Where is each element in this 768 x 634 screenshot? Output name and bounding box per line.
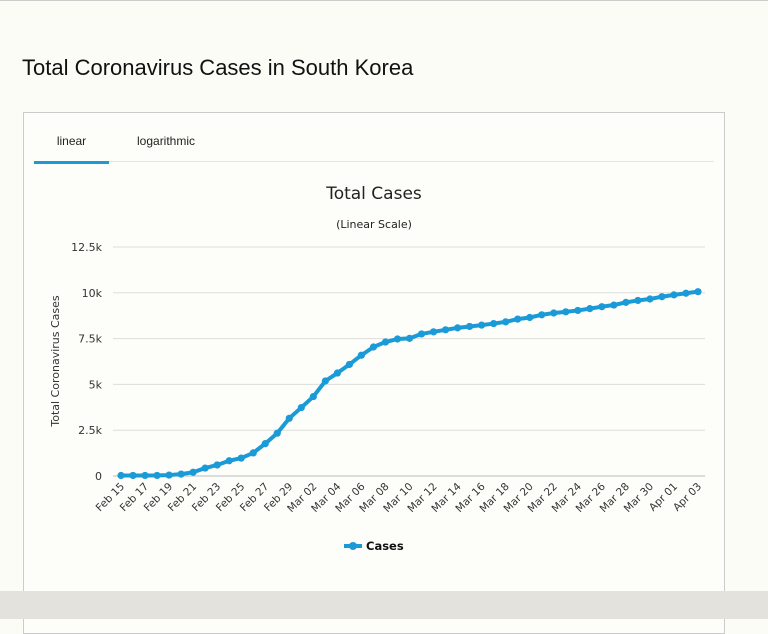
y-tick-label: 0 [95, 470, 102, 483]
data-point [453, 324, 462, 332]
tab-logarithmic[interactable]: logarithmic [137, 134, 196, 148]
series-line-cases [120, 289, 699, 478]
y-tick-label: 5k [89, 378, 103, 391]
data-point [189, 468, 197, 476]
data-point [502, 318, 510, 326]
data-point [225, 457, 233, 465]
chart: Total Cases (Linear Scale) Total Coronavir… [49, 184, 705, 553]
data-point [634, 296, 642, 305]
chart-subtitle: (Linear Scale) [336, 218, 412, 231]
chart-panel: linear logarithmic [23, 112, 725, 634]
y-tick-label: 10k [82, 287, 103, 300]
data-point [201, 464, 209, 472]
data-point [658, 293, 666, 301]
data-point [694, 288, 702, 296]
data-point [441, 326, 450, 334]
data-point [622, 298, 630, 306]
data-point [273, 429, 281, 437]
data-point [249, 449, 257, 457]
data-point [381, 338, 390, 346]
data-point [333, 369, 341, 377]
data-point [550, 309, 558, 317]
data-point [598, 303, 606, 311]
data-point [309, 392, 317, 401]
chart-title: Total Cases [325, 184, 422, 204]
data-point [562, 308, 570, 316]
legend-item-cases: Cases [366, 539, 404, 553]
data-point [237, 454, 245, 462]
data-point [574, 306, 582, 315]
data-point [261, 440, 269, 448]
data-point [177, 470, 185, 478]
data-point [682, 289, 690, 297]
data-point [129, 471, 137, 480]
data-point [297, 403, 305, 412]
y-tick-label: 12.5k [71, 241, 102, 254]
page-title: Total Coronavirus Cases in South Korea [22, 55, 414, 80]
y-tick-label: 2.5k [78, 424, 102, 437]
data-point [345, 360, 353, 369]
data-point [165, 471, 173, 479]
data-point [538, 311, 546, 319]
data-point [117, 471, 125, 480]
data-point [153, 471, 161, 480]
data-point [586, 305, 594, 313]
top-divider [0, 0, 768, 1]
data-point [405, 334, 414, 342]
data-point [321, 377, 329, 385]
y-tick-label: 7.5k [78, 333, 102, 346]
data-point [646, 295, 654, 303]
data-point [490, 319, 498, 328]
data-point [466, 322, 474, 331]
data-point [514, 315, 522, 323]
data-point [213, 461, 221, 469]
data-point [393, 335, 402, 343]
bottom-bar [0, 591, 768, 619]
data-point [478, 321, 486, 329]
y-axis-label: Total Coronavirus Cases [49, 295, 62, 428]
data-point [141, 471, 149, 480]
data-point [357, 351, 366, 359]
data-point [670, 291, 678, 299]
data-point [285, 414, 293, 422]
scale-tabs: linear logarithmic [34, 113, 714, 164]
tab-linear[interactable]: linear [34, 134, 109, 164]
data-point [526, 313, 534, 322]
data-point [610, 301, 618, 309]
data-point [417, 330, 426, 338]
data-point [369, 343, 378, 351]
data-point [429, 328, 438, 336]
legend-marker-icon [349, 542, 357, 550]
